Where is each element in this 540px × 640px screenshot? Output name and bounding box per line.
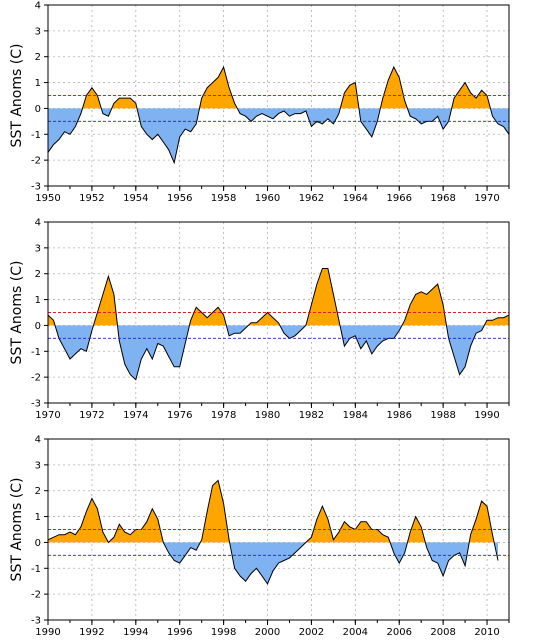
x-tick-label: 1970 <box>474 193 499 204</box>
positive-anomaly-fill <box>48 480 498 543</box>
y-tick-label: -2 <box>31 156 41 167</box>
x-tick-label: 1954 <box>123 193 148 204</box>
panel-3: -3 -2 -1 0 1 2 3 4 1990 1992 1994 1996 1998 2000 2002 2… <box>9 435 510 638</box>
y-tick-label: -1 <box>31 130 41 141</box>
x-tick-label: 1990 <box>35 627 60 638</box>
series-area <box>48 479 499 585</box>
x-tick-label: 2008 <box>430 627 455 638</box>
y-axis-label: SST Anoms (C) <box>9 44 25 148</box>
x-tick-label: 1988 <box>430 410 455 421</box>
x-tick-label: 1962 <box>299 193 324 204</box>
x-tick-label: 1992 <box>79 627 104 638</box>
x-tick-label: 1956 <box>167 193 192 204</box>
y-tick-label: -3 <box>31 182 41 193</box>
x-tick-label: 1994 <box>123 627 148 638</box>
negative-anomaly-fill <box>48 108 509 163</box>
x-tick-label: 2002 <box>299 627 324 638</box>
negative-anomaly-fill <box>48 542 498 584</box>
positive-anomaly-fill <box>48 67 509 109</box>
series-area <box>48 268 509 381</box>
x-tick-label: 1972 <box>79 410 104 421</box>
y-tick-label: 4 <box>35 218 41 229</box>
negative-anomaly-fill <box>48 325 509 380</box>
y-tick-label: 4 <box>35 1 41 12</box>
x-tick-label: 1968 <box>430 193 455 204</box>
x-tick-label: 1952 <box>79 193 104 204</box>
y-tick-label: 3 <box>35 243 41 254</box>
y-tick-label: 1 <box>35 295 41 306</box>
y-tick-label: 1 <box>35 512 41 523</box>
x-tick-label: 1976 <box>167 410 192 421</box>
y-tick-label: -2 <box>31 590 41 601</box>
x-tick-label: 1982 <box>299 410 324 421</box>
x-tick-label: 2000 <box>255 627 280 638</box>
y-tick-label: 1 <box>35 78 41 89</box>
y-tick-label: -2 <box>31 373 41 384</box>
x-tick-label: 1980 <box>255 410 280 421</box>
x-tick-label: 1960 <box>255 193 280 204</box>
series-area <box>48 65 509 165</box>
x-tick-label: 1978 <box>211 410 236 421</box>
y-tick-label: 0 <box>35 321 41 332</box>
x-tick-label: 2004 <box>343 627 368 638</box>
y-tick-label: 2 <box>35 269 41 280</box>
x-tick-label: 1974 <box>123 410 148 421</box>
y-tick-label: 2 <box>35 52 41 63</box>
y-tick-label: 0 <box>35 104 41 115</box>
plot-frame <box>47 4 510 187</box>
x-tick-label: 1990 <box>474 410 499 421</box>
y-tick-label: -3 <box>31 616 41 627</box>
x-tick-label: 2010 <box>474 627 499 638</box>
y-tick-label: 2 <box>35 486 41 497</box>
y-tick-label: -1 <box>31 564 41 575</box>
y-tick-label: 4 <box>35 435 41 446</box>
x-tick-label: 1970 <box>35 410 60 421</box>
x-tick-label: 1950 <box>35 193 60 204</box>
x-tick-label: 1964 <box>343 193 368 204</box>
y-axis-label: SST Anoms (C) <box>9 261 25 365</box>
x-tick-label: 1984 <box>343 410 368 421</box>
plot-frame <box>47 221 510 404</box>
y-tick-label: -3 <box>31 399 41 410</box>
positive-anomaly-fill <box>48 268 509 326</box>
y-tick-label: 3 <box>35 26 41 37</box>
y-axis-label: SST Anoms (C) <box>9 478 25 582</box>
x-tick-label: 1958 <box>211 193 236 204</box>
x-tick-label: 1998 <box>211 627 236 638</box>
anomaly-line <box>48 479 499 585</box>
x-tick-label: 1986 <box>387 410 412 421</box>
panel-1: -3 -2 -1 0 1 2 3 4 1950 1952 1954 1956 1958 1960 1962 1… <box>9 1 510 204</box>
anomaly-line <box>48 268 509 381</box>
plot-frame <box>47 438 510 621</box>
x-tick-label: 1996 <box>167 627 192 638</box>
x-tick-label: 1966 <box>387 193 412 204</box>
y-tick-label: 0 <box>35 538 41 549</box>
x-tick-label: 2006 <box>387 627 412 638</box>
y-tick-label: 3 <box>35 460 41 471</box>
anomaly-line <box>48 65 509 165</box>
panel-2: -3 -2 -1 0 1 2 3 4 1970 1972 1974 1976 1978 1980 1982 1… <box>9 218 510 421</box>
y-tick-label: -1 <box>31 347 41 358</box>
